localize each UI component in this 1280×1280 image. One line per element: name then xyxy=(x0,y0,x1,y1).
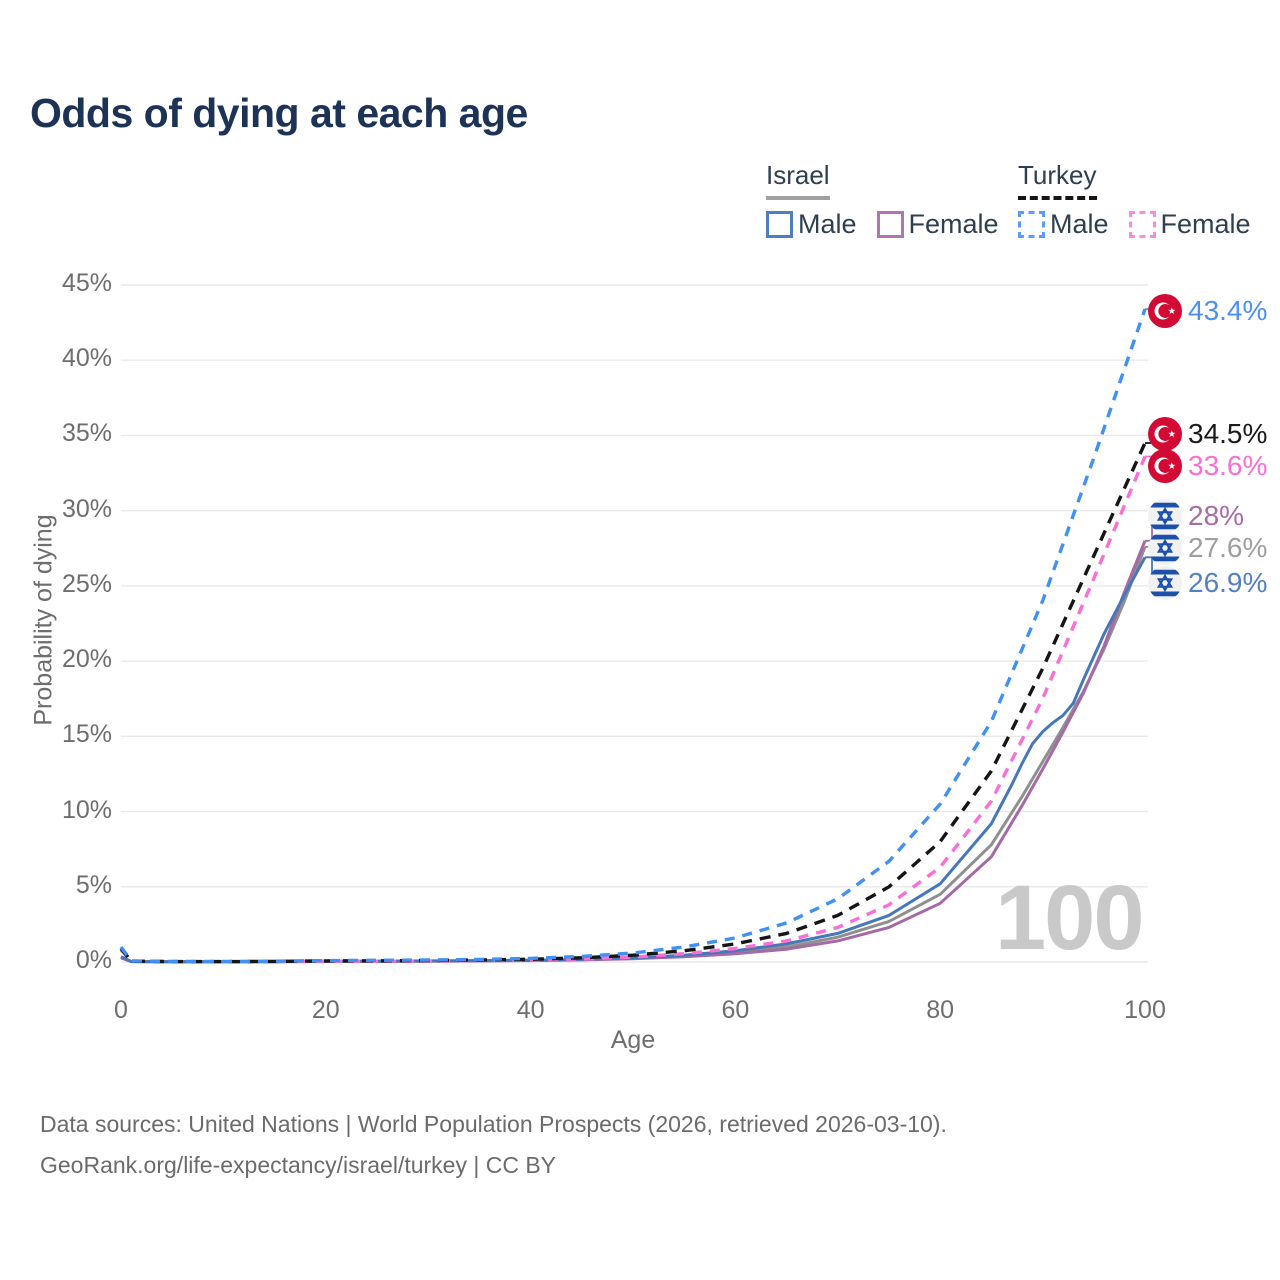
y-axis-tick-label: 20% xyxy=(61,645,112,674)
y-axis-tick-label: 40% xyxy=(61,344,112,373)
x-axis-tick-label: 80 xyxy=(926,996,955,1024)
legend-item-turkey-female[interactable]: Female xyxy=(1128,209,1251,240)
end-value-label: 43.4% xyxy=(1188,295,1268,326)
turkey-flag-icon xyxy=(1148,449,1182,483)
legend-item-label: Male xyxy=(798,209,857,239)
data-source-line2: GeoRank.org/life-expectancy/israel/turke… xyxy=(40,1152,557,1178)
y-axis-tick-label: 0% xyxy=(75,946,112,974)
series-end-label-israel-female: 28% xyxy=(1148,498,1244,534)
legend-item-label: Male xyxy=(1050,209,1109,239)
end-value-label: 27.6% xyxy=(1188,532,1268,563)
legend-swatch-icon xyxy=(876,211,904,238)
israel-flag-icon xyxy=(1148,566,1182,600)
series-line-israel-female xyxy=(120,540,1147,964)
x-axis-tick-label: 40 xyxy=(516,996,545,1024)
legend-swatch-icon xyxy=(1018,211,1045,238)
legend-country-label-turkey[interactable]: Turkey xyxy=(1018,160,1097,200)
data-source-note: Data sources: United Nations | World Pop… xyxy=(40,1104,947,1186)
x-axis-tick-label: 60 xyxy=(721,996,750,1024)
legend-item-israel-male[interactable]: Male xyxy=(766,209,857,240)
series-line-israel-male xyxy=(120,556,1147,964)
series-line-turkey-total xyxy=(119,442,1147,964)
series-line-turkey-female xyxy=(119,455,1147,964)
legend-group-turkey: Turkey Male Female xyxy=(1018,160,1271,240)
legend-item-israel-female[interactable]: Female xyxy=(876,209,999,240)
y-axis-tick-label: 15% xyxy=(61,720,112,749)
y-axis-tick-label: 45% xyxy=(61,269,112,297)
legend-swatch-icon xyxy=(1128,211,1156,238)
x-axis-tick-label: 20 xyxy=(311,996,340,1024)
page-title: Odds of dying at each age xyxy=(30,90,528,136)
end-value-label: 34.5% xyxy=(1188,418,1268,449)
y-axis-tick-label: 10% xyxy=(61,795,112,824)
x-axis-tick-label: 100 xyxy=(1124,996,1166,1024)
legend-swatch-icon xyxy=(766,211,793,238)
turkey-flag-icon xyxy=(1148,417,1182,451)
series-line-turkey-male xyxy=(119,308,1147,964)
israel-flag-icon xyxy=(1148,531,1182,565)
series-end-label-israel-male: 26.9% xyxy=(1148,565,1267,601)
legend-item-label: Female xyxy=(908,209,999,239)
x-axis-tick-label: 0 xyxy=(114,996,128,1024)
end-value-label: 26.9% xyxy=(1188,567,1268,598)
end-value-label: 28% xyxy=(1188,500,1245,531)
series-end-label-turkey-male: 43.4% xyxy=(1148,293,1267,329)
legend-item-turkey-male[interactable]: Male xyxy=(1018,209,1109,240)
turkey-flag-icon xyxy=(1148,294,1182,328)
data-source-line1: Data sources: United Nations | World Pop… xyxy=(40,1111,947,1137)
y-axis-tick-label: 5% xyxy=(75,870,112,899)
y-axis-tick-label: 30% xyxy=(61,494,112,523)
end-value-label: 33.6% xyxy=(1188,450,1268,481)
series-end-label-turkey-total: 34.5% xyxy=(1148,416,1267,452)
legend-group-israel: Israel Male Female xyxy=(766,160,1019,240)
israel-flag-icon xyxy=(1148,499,1182,533)
legend-country-label-israel[interactable]: Israel xyxy=(766,160,830,200)
x-axis-title: Age xyxy=(610,1026,656,1054)
series-end-label-israel-total: 27.6% xyxy=(1148,530,1267,566)
y-axis-tick-label: 35% xyxy=(61,419,112,448)
age-counter-watermark: 100 xyxy=(995,867,1144,969)
legend-item-label: Female xyxy=(1160,209,1251,239)
series-end-label-turkey-female: 33.6% xyxy=(1148,448,1267,484)
series-line-israel-total xyxy=(120,546,1147,964)
y-axis-title: Probability of dying xyxy=(29,514,58,726)
y-axis-tick-label: 25% xyxy=(61,569,112,598)
